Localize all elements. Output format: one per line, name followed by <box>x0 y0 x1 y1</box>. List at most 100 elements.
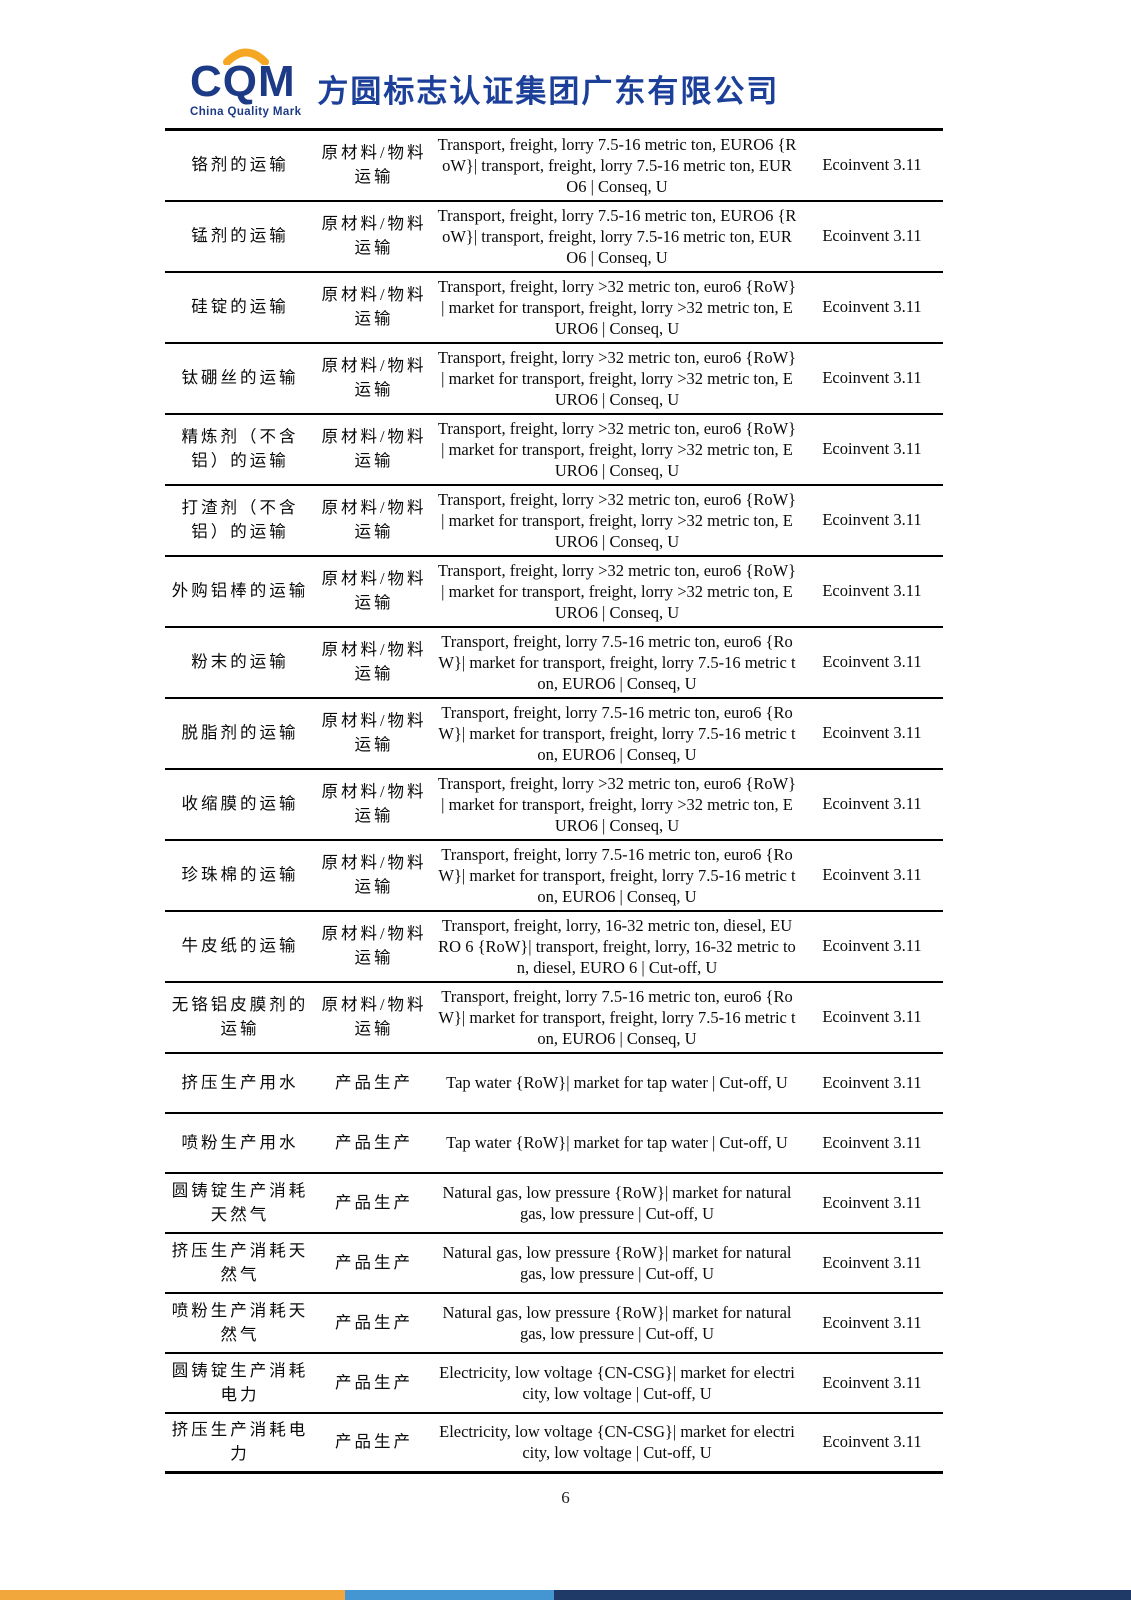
item-name-cell: 挤压生产用水 <box>165 1051 315 1113</box>
process-description-cell: Electricity, low voltage {CN-CSG}| marke… <box>433 1351 801 1413</box>
database-source-cell: Ecoinvent 3.11 <box>801 1351 943 1413</box>
item-name-cell: 珍珠棉的运输 <box>165 838 315 911</box>
process-description-cell: Transport, freight, lorry >32 metric ton… <box>433 341 801 414</box>
category-cell: 产品生产 <box>315 1111 433 1173</box>
database-source-cell: Ecoinvent 3.11 <box>801 270 943 343</box>
table-row: 喷粉生产用水 产品生产 Tap water {RoW}| market for … <box>165 1111 943 1173</box>
category-cell: 原材料/物料运输 <box>315 554 433 627</box>
table-row: 珍珠棉的运输 原材料/物料运输 Transport, freight, lorr… <box>165 838 943 911</box>
item-name-cell: 挤压生产消耗天然气 <box>165 1231 315 1293</box>
item-name-cell: 硅锭的运输 <box>165 270 315 343</box>
database-source-cell: Ecoinvent 3.11 <box>801 483 943 556</box>
table-row: 牛皮纸的运输 原材料/物料运输 Transport, freight, lorr… <box>165 909 943 982</box>
table-row: 硅锭的运输 原材料/物料运输 Transport, freight, lorry… <box>165 270 943 343</box>
process-description-cell: Transport, freight, lorry >32 metric ton… <box>433 767 801 840</box>
process-description-cell: Transport, freight, lorry 7.5-16 metric … <box>433 625 801 698</box>
category-cell: 产品生产 <box>315 1171 433 1233</box>
orange-arc-icon <box>223 48 269 65</box>
footer-bar-orange-segment <box>0 1590 345 1600</box>
table-row: 收缩膜的运输 原材料/物料运输 Transport, freight, lorr… <box>165 767 943 840</box>
category-cell: 原材料/物料运输 <box>315 696 433 769</box>
item-name-cell: 喷粉生产消耗天然气 <box>165 1291 315 1353</box>
table-row: 圆铸锭生产消耗天然气 产品生产 Natural gas, low pressur… <box>165 1171 943 1233</box>
table-row: 打渣剂（不含铝）的运输 原材料/物料运输 Transport, freight,… <box>165 483 943 556</box>
table-row: 外购铝棒的运输 原材料/物料运输 Transport, freight, lor… <box>165 554 943 627</box>
item-name-cell: 收缩膜的运输 <box>165 767 315 840</box>
item-name-cell: 牛皮纸的运输 <box>165 909 315 982</box>
table-row: 铬剂的运输 原材料/物料运输 Transport, freight, lorry… <box>165 129 943 201</box>
database-source-cell: Ecoinvent 3.11 <box>801 767 943 840</box>
table-row: 挤压生产用水 产品生产 Tap water {RoW}| market for … <box>165 1051 943 1113</box>
category-cell: 原材料/物料运输 <box>315 199 433 272</box>
category-cell: 原材料/物料运输 <box>321 143 427 186</box>
item-name-cell: 铬剂的运输 <box>191 155 289 174</box>
table-row: 锰剂的运输 原材料/物料运输 Transport, freight, lorry… <box>165 199 943 272</box>
item-name-cell: 打渣剂（不含铝）的运输 <box>165 483 315 556</box>
process-description-cell: Tap water {RoW}| market for tap water | … <box>433 1051 801 1113</box>
category-cell: 原材料/物料运输 <box>315 838 433 911</box>
footer-bar-blue-segment <box>344 1590 555 1600</box>
category-cell: 产品生产 <box>315 1291 433 1353</box>
company-header: CQM China Quality Mark 方圆标志认证集团广东有限公司 <box>0 0 1131 119</box>
process-description-cell: Transport, freight, lorry 7.5-16 metric … <box>433 696 801 769</box>
table-row: 钛硼丝的运输 原材料/物料运输 Transport, freight, lorr… <box>165 341 943 414</box>
item-name-cell: 圆铸锭生产消耗天然气 <box>165 1171 315 1233</box>
category-cell: 产品生产 <box>315 1411 433 1473</box>
category-cell: 产品生产 <box>315 1051 433 1113</box>
table-row: 挤压生产消耗电力 产品生产 Electricity, low voltage {… <box>165 1411 943 1473</box>
process-description-cell: Transport, freight, lorry >32 metric ton… <box>433 270 801 343</box>
company-name: 方圆标志认证集团广东有限公司 <box>317 74 780 109</box>
page-number: 6 <box>561 1488 570 1507</box>
process-description-cell: Tap water {RoW}| market for tap water | … <box>433 1111 801 1173</box>
item-name-cell: 外购铝棒的运输 <box>165 554 315 627</box>
database-source-cell: Ecoinvent 3.11 <box>801 1411 943 1473</box>
database-source-cell: Ecoinvent 3.11 <box>822 155 922 174</box>
footer-color-bar <box>0 1590 1131 1600</box>
category-cell: 原材料/物料运输 <box>315 909 433 982</box>
database-source-cell: Ecoinvent 3.11 <box>801 1291 943 1353</box>
table-row: 无铬铝皮膜剂的运输 原材料/物料运输 Transport, freight, l… <box>165 980 943 1053</box>
table-row: 精炼剂（不含铝）的运输 原材料/物料运输 Transport, freight,… <box>165 412 943 485</box>
category-cell: 原材料/物料运输 <box>315 625 433 698</box>
process-description-cell: Transport, freight, lorry, 16-32 metric … <box>433 909 801 982</box>
logo-acronym: CQM <box>190 57 296 106</box>
category-cell: 原材料/物料运输 <box>315 767 433 840</box>
database-source-cell: Ecoinvent 3.11 <box>801 1171 943 1233</box>
table-row: 喷粉生产消耗天然气 产品生产 Natural gas, low pressure… <box>165 1291 943 1353</box>
process-description-cell: Transport, freight, lorry >32 metric ton… <box>433 554 801 627</box>
database-source-cell: Ecoinvent 3.11 <box>801 625 943 698</box>
category-cell: 原材料/物料运输 <box>315 270 433 343</box>
database-source-cell: Ecoinvent 3.11 <box>801 341 943 414</box>
process-description-cell: Transport, freight, lorry >32 metric ton… <box>433 483 801 556</box>
item-name-cell: 锰剂的运输 <box>165 199 315 272</box>
database-source-cell: Ecoinvent 3.11 <box>801 199 943 272</box>
category-cell: 原材料/物料运输 <box>315 483 433 556</box>
database-source-cell: Ecoinvent 3.11 <box>801 909 943 982</box>
table-row: 挤压生产消耗天然气 产品生产 Natural gas, low pressure… <box>165 1231 943 1293</box>
database-source-cell: Ecoinvent 3.11 <box>801 412 943 485</box>
item-name-cell: 精炼剂（不含铝）的运输 <box>165 412 315 485</box>
cqm-logo: CQM China Quality Mark <box>190 48 301 119</box>
database-source-cell: Ecoinvent 3.11 <box>801 1111 943 1173</box>
item-name-cell: 脱脂剂的运输 <box>165 696 315 769</box>
item-name-cell: 无铬铝皮膜剂的运输 <box>165 980 315 1053</box>
category-cell: 产品生产 <box>315 1351 433 1413</box>
item-name-cell: 喷粉生产用水 <box>165 1111 315 1173</box>
process-description-cell: Transport, freight, lorry 7.5-16 metric … <box>433 199 801 272</box>
category-cell: 原材料/物料运输 <box>315 980 433 1053</box>
item-name-cell: 钛硼丝的运输 <box>165 341 315 414</box>
process-description-cell: Natural gas, low pressure {RoW}| market … <box>433 1291 801 1353</box>
category-cell: 产品生产 <box>315 1231 433 1293</box>
footer-bar-navy-segment <box>554 1590 1131 1600</box>
process-description-cell: Transport, freight, lorry 7.5-16 metric … <box>437 134 797 196</box>
database-source-cell: Ecoinvent 3.11 <box>801 838 943 911</box>
table-row: 脱脂剂的运输 原材料/物料运输 Transport, freight, lorr… <box>165 696 943 769</box>
process-description-cell: Electricity, low voltage {CN-CSG}| marke… <box>433 1411 801 1473</box>
process-description-cell: Transport, freight, lorry 7.5-16 metric … <box>433 980 801 1053</box>
database-source-cell: Ecoinvent 3.11 <box>801 1051 943 1113</box>
process-description-cell: Natural gas, low pressure {RoW}| market … <box>433 1231 801 1293</box>
inventory-table-body: 铬剂的运输 原材料/物料运输 Transport, freight, lorry… <box>165 129 943 1473</box>
item-name-cell: 粉末的运输 <box>165 625 315 698</box>
item-name-cell: 挤压生产消耗电力 <box>165 1411 315 1473</box>
process-description-cell: Transport, freight, lorry 7.5-16 metric … <box>433 838 801 911</box>
